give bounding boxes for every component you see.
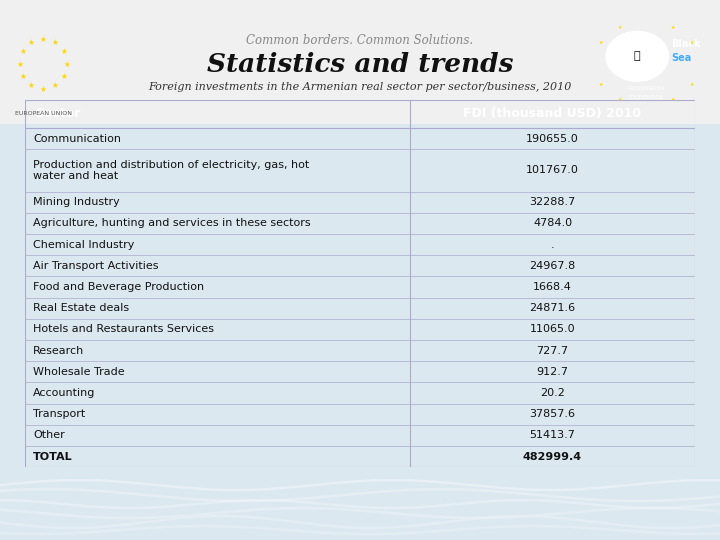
Text: ★: ★ bbox=[19, 72, 26, 81]
Text: 24871.6: 24871.6 bbox=[529, 303, 575, 313]
Text: ★: ★ bbox=[598, 40, 603, 45]
Text: Common borders. Common Solutions.: Common borders. Common Solutions. bbox=[246, 34, 474, 47]
Text: 51413.7: 51413.7 bbox=[530, 430, 575, 440]
Text: FDI (thousand USD) 2010: FDI (thousand USD) 2010 bbox=[464, 107, 642, 120]
Text: Other: Other bbox=[33, 430, 65, 440]
Text: CROSSBORDER: CROSSBORDER bbox=[628, 86, 665, 91]
Text: ★: ★ bbox=[60, 47, 67, 56]
Text: Wholesale Trade: Wholesale Trade bbox=[33, 367, 125, 377]
Text: Chemical Industry: Chemical Industry bbox=[33, 240, 134, 249]
Text: ★: ★ bbox=[618, 97, 622, 102]
Text: EUROPEAN UNION: EUROPEAN UNION bbox=[14, 111, 72, 116]
Text: 4784.0: 4784.0 bbox=[533, 218, 572, 228]
Text: Sector: Sector bbox=[35, 107, 80, 120]
Text: Mining Industry: Mining Industry bbox=[33, 197, 120, 207]
Text: ★: ★ bbox=[63, 59, 71, 69]
Text: 190655.0: 190655.0 bbox=[526, 133, 579, 144]
Text: ★: ★ bbox=[598, 82, 603, 87]
Text: Air Transport Activities: Air Transport Activities bbox=[33, 261, 158, 271]
Text: 727.7: 727.7 bbox=[536, 346, 569, 355]
Text: Foreign investments in the Armenian real sector per sector/business, 2010: Foreign investments in the Armenian real… bbox=[148, 83, 572, 92]
Text: ★: ★ bbox=[40, 35, 47, 44]
Text: Transport: Transport bbox=[33, 409, 85, 419]
Text: Sea: Sea bbox=[671, 53, 691, 63]
Text: ★: ★ bbox=[28, 38, 35, 47]
Text: Agriculture, hunting and services in these sectors: Agriculture, hunting and services in the… bbox=[33, 218, 310, 228]
Text: Food and Beverage Production: Food and Beverage Production bbox=[33, 282, 204, 292]
Text: ★: ★ bbox=[618, 25, 622, 30]
Text: ★: ★ bbox=[19, 47, 26, 56]
Text: Production and distribution of electricity, gas, hot
water and heat: Production and distribution of electrici… bbox=[33, 160, 309, 181]
Text: ★: ★ bbox=[16, 59, 23, 69]
Text: ★: ★ bbox=[690, 82, 694, 87]
Text: 🐟: 🐟 bbox=[634, 51, 641, 62]
Text: Accounting: Accounting bbox=[33, 388, 95, 398]
Text: ★: ★ bbox=[52, 38, 58, 47]
Text: 101767.0: 101767.0 bbox=[526, 165, 579, 176]
Text: Statistics and trends: Statistics and trends bbox=[207, 52, 513, 77]
Text: 20.2: 20.2 bbox=[540, 388, 565, 398]
Text: ★: ★ bbox=[690, 40, 694, 45]
Text: Black: Black bbox=[671, 39, 701, 49]
Text: ★: ★ bbox=[40, 85, 47, 93]
Text: 912.7: 912.7 bbox=[536, 367, 569, 377]
Text: Research: Research bbox=[33, 346, 84, 355]
Text: ★: ★ bbox=[670, 97, 675, 102]
Text: .: . bbox=[551, 240, 554, 249]
Text: COOPERATION: COOPERATION bbox=[629, 95, 664, 100]
Text: 482999.4: 482999.4 bbox=[523, 451, 582, 462]
Text: ★: ★ bbox=[670, 25, 675, 30]
Text: ★: ★ bbox=[60, 72, 67, 81]
Text: Communication: Communication bbox=[33, 133, 121, 144]
Text: 32288.7: 32288.7 bbox=[529, 197, 575, 207]
Text: ★: ★ bbox=[28, 81, 35, 90]
Text: Hotels and Restaurants Services: Hotels and Restaurants Services bbox=[33, 325, 214, 334]
Text: 24967.8: 24967.8 bbox=[529, 261, 575, 271]
Text: Real Estate deals: Real Estate deals bbox=[33, 303, 129, 313]
Text: 37857.6: 37857.6 bbox=[529, 409, 575, 419]
Circle shape bbox=[606, 31, 668, 81]
Text: 11065.0: 11065.0 bbox=[530, 325, 575, 334]
Text: ★: ★ bbox=[52, 81, 58, 90]
Text: TOTAL: TOTAL bbox=[33, 451, 73, 462]
Text: 1668.4: 1668.4 bbox=[533, 282, 572, 292]
